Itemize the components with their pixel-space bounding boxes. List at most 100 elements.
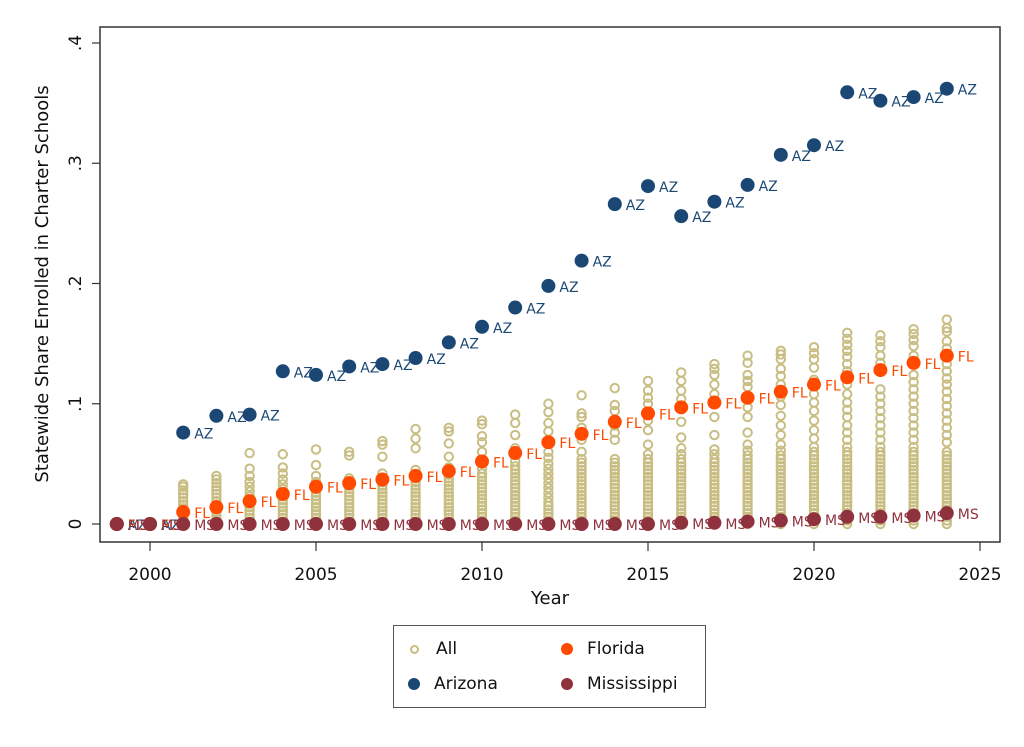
all-point: [775, 482, 786, 494]
all-point: [941, 479, 952, 490]
all-point: [775, 479, 786, 490]
florida-point-label: FL: [128, 518, 144, 534]
all-point: [775, 429, 786, 441]
all-point: [842, 339, 853, 351]
all-point: [576, 486, 587, 497]
all-point: [742, 450, 753, 461]
mississippi-point: [375, 517, 390, 531]
all-point: [842, 479, 853, 490]
all-point: [742, 350, 753, 361]
florida-point-label: FL: [493, 455, 509, 471]
all-point: [709, 461, 720, 472]
all-point: [443, 498, 454, 509]
arizona-point: [840, 85, 855, 100]
all-point: [642, 449, 654, 460]
all-point: [543, 406, 554, 418]
florida-point-label: FL: [360, 477, 376, 493]
all-point: [377, 494, 388, 506]
arizona-point-label: AZ: [261, 409, 280, 425]
all-point: [476, 437, 488, 448]
all-point: [875, 468, 886, 479]
all-point: [642, 497, 654, 508]
mississippi-point: [607, 517, 622, 531]
all-point: [908, 427, 919, 438]
all-point: [709, 411, 720, 423]
florida-point-label: FL: [792, 386, 808, 402]
mississippi-point: [906, 508, 921, 523]
highlighted-states-layer: AZ AZ AZ AZ AZ AZ AZ AZ AZ AZ AZ AZ AZ AZ AZ AZ AZ AZ AZ AZ…: [109, 81, 979, 534]
all-point: [908, 376, 919, 388]
x-axis-title: Year: [530, 588, 570, 609]
all-point: [344, 450, 355, 461]
mississippi-point: [641, 517, 655, 531]
all-point: [676, 497, 687, 508]
mississippi-point: [939, 506, 954, 521]
x-tick-label: 2000: [128, 565, 171, 585]
all-point: [842, 489, 853, 501]
all-point: [941, 464, 952, 476]
all-point: [709, 453, 720, 465]
all-point: [941, 475, 952, 486]
florida-point: [840, 370, 855, 385]
mississippi-point: [143, 517, 157, 531]
all-point: [842, 358, 853, 370]
all-point: [908, 497, 919, 508]
all-point: [476, 475, 488, 486]
all-point: [875, 336, 886, 347]
all-point: [808, 486, 820, 497]
all-point: [642, 425, 654, 436]
all-point: [742, 427, 753, 438]
all-point: [344, 491, 355, 502]
all-point: [742, 445, 753, 456]
all-point: [576, 497, 587, 508]
all-point: [742, 489, 753, 501]
florida-point-label: FL: [692, 401, 708, 417]
all-point: [875, 412, 886, 424]
all-point: [543, 398, 554, 409]
all-point: [808, 461, 820, 472]
all-point: [609, 457, 620, 468]
florida-point: [309, 479, 323, 494]
all-point: [476, 493, 488, 504]
all-point: [344, 501, 355, 513]
all-point: [476, 500, 488, 512]
mississippi-point: [475, 517, 489, 531]
all-point: [908, 479, 919, 490]
all-point: [310, 459, 322, 471]
florida-point-label: FL: [261, 495, 277, 511]
all-point: [410, 487, 421, 498]
all-point: [576, 461, 587, 472]
arizona-point: [674, 209, 689, 224]
all-point: [543, 417, 554, 429]
all-point: [775, 457, 786, 468]
all-point: [908, 405, 919, 417]
all-point: [941, 482, 952, 494]
all-point: [875, 497, 886, 508]
all-point: [609, 500, 620, 512]
all-point: [676, 468, 687, 479]
arizona-point-label: AZ: [725, 196, 744, 212]
all-point: [609, 486, 620, 497]
florida-point: [574, 426, 589, 441]
all-point: [344, 505, 355, 516]
arizona-point: [707, 194, 722, 209]
all-point: [908, 398, 919, 409]
all-point: [510, 504, 521, 515]
florida-point-label: FL: [958, 350, 974, 366]
all-point: [211, 481, 222, 492]
all-point: [476, 482, 488, 494]
florida-point: [375, 472, 390, 487]
florida-point: [342, 476, 357, 491]
all-point: [775, 493, 786, 504]
all-point: [410, 443, 421, 454]
arizona-point-label: AZ: [526, 302, 545, 318]
all-point: [875, 420, 886, 431]
all-point: [842, 475, 853, 486]
arizona-point-label: AZ: [659, 180, 678, 196]
mississippi-point: [342, 517, 357, 531]
all-point: [808, 482, 820, 494]
all-point: [642, 461, 654, 472]
florida-point-label: FL: [161, 518, 177, 534]
all-point: [576, 471, 587, 483]
all-point: [842, 482, 853, 494]
